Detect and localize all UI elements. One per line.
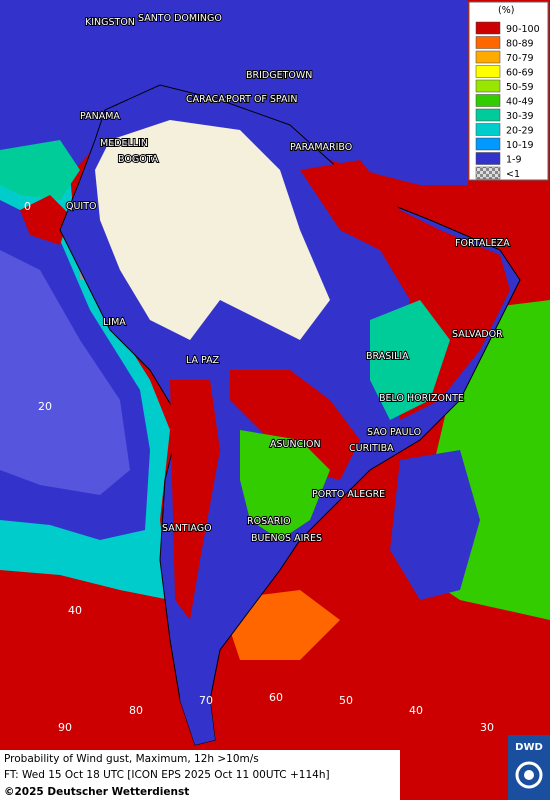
legend-swatch [475,123,501,136]
legend-label: 20-29 [506,126,534,137]
longitude-label: 80 [129,704,143,717]
city-labels: KINGSTON SANTO DOMINGO BRIDGETOWN CARACA… [65,12,511,545]
city-label: LA PAZ [186,355,220,366]
city-label: SANTIAGO [162,523,212,534]
logo-swirl [515,761,543,789]
city-label: ROSARIO [247,516,291,527]
latitude-label: 0 [24,200,31,213]
city-label: PORT OF SPAIN [226,94,297,105]
continent [59,84,521,746]
longitude-label: 90 [58,721,72,734]
city-label: KINGSTON [85,17,135,28]
logo-swirl [524,770,534,780]
city-label: FORTALEZA [455,238,510,249]
city-label: CARACAS [186,94,231,105]
legend-label: 70-79 [506,53,534,64]
latitude-label: 40 [68,604,82,617]
legend-swatch [475,137,501,151]
legend-label: 60-69 [506,68,534,79]
legend-swatch [475,79,501,93]
legend-label: 30-39 [506,111,534,122]
legend-swatch [475,108,501,122]
legend-label: 90-100 [506,24,540,35]
legend-swatch [475,65,501,78]
latitude-label: 20 [38,400,52,413]
footer-line: FT: Wed 15 Oct 18 UTC [ICON EPS 2025 Oct… [4,769,330,781]
city-label: PANAMA [80,111,120,122]
legend-swatch [475,50,501,64]
legend-label: 1-9 [506,155,522,166]
longitude-label: 70 [199,694,213,707]
copyright: ©2025 Deutscher Wetterdienst [4,786,189,798]
legend-title: (%) [498,5,514,16]
longitude-label: 50 [339,694,353,707]
city-label: LIMA [103,317,126,328]
legend-swatch [475,152,501,165]
city-label: CURITIBA [349,443,394,454]
city-label: BUENOS AIRES [251,533,322,544]
footer: Probability of Wind gust, Maximum, 12h >… [0,750,400,800]
city-label: SANTO DOMINGO [138,13,222,24]
city-label: MEDELLIN [100,138,148,149]
logo-text: DWD [515,742,543,753]
city-label: QUITO [66,201,97,212]
city-label: BRIDGETOWN [246,70,312,81]
city-label: SAO PAULO [367,427,421,438]
legend-label: 80-89 [506,39,534,50]
city-label: BELO HORIZONTE [379,393,464,404]
longitude-label: 30 [480,721,494,734]
legend: (%) 90-100 80-89 70-79 60-69 50-59 40-49 30-39… [468,1,549,181]
dwd-logo: DWD [508,735,550,800]
legend-swatch [475,166,501,180]
footer-line: Probability of Wind gust, Maximum, 12h >… [4,753,259,765]
longitude-label: 40 [409,704,423,717]
city-label: BOGOTA [118,154,159,165]
city-label: BRASILIA [366,351,409,362]
city-label: PORTO ALEGRE [312,489,385,500]
legend-swatch [475,94,501,107]
city-label: ASUNCION [270,439,321,450]
grid-labels: 0 20 40 90 80 70 60 50 40 30 [24,200,494,734]
logo-box [508,735,550,800]
legend-label: <1 [506,169,520,180]
legend-swatch [475,36,501,49]
city-label: PARAMARIBO [290,142,352,153]
city-label: SALVADOR [452,329,503,340]
legend-label: 50-59 [506,82,534,93]
legend-swatch [475,21,501,35]
legend-label: 40-49 [506,97,534,108]
longitude-label: 60 [269,691,283,704]
footer-box [0,750,400,800]
legend-label: 10-19 [506,140,534,151]
